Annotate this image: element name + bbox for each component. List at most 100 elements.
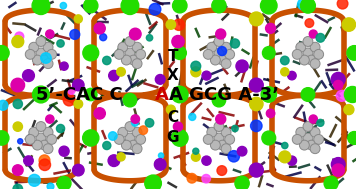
Circle shape xyxy=(173,19,184,30)
Circle shape xyxy=(32,0,50,15)
Circle shape xyxy=(29,42,39,52)
Circle shape xyxy=(210,55,220,65)
Circle shape xyxy=(59,146,69,156)
Circle shape xyxy=(216,114,226,124)
Circle shape xyxy=(108,155,120,167)
Circle shape xyxy=(310,59,320,69)
Circle shape xyxy=(266,23,276,33)
Circle shape xyxy=(331,72,345,86)
Circle shape xyxy=(15,32,24,41)
Circle shape xyxy=(305,19,314,27)
Circle shape xyxy=(336,90,347,101)
Circle shape xyxy=(47,134,57,144)
Circle shape xyxy=(155,74,165,84)
Circle shape xyxy=(324,176,338,189)
Circle shape xyxy=(73,164,84,176)
Circle shape xyxy=(103,142,111,149)
Circle shape xyxy=(348,132,356,144)
Circle shape xyxy=(261,87,277,102)
Circle shape xyxy=(32,140,42,150)
Circle shape xyxy=(298,0,309,10)
Circle shape xyxy=(40,140,49,150)
Circle shape xyxy=(36,133,46,143)
Circle shape xyxy=(130,28,141,40)
Circle shape xyxy=(214,122,224,132)
Circle shape xyxy=(12,36,24,47)
Circle shape xyxy=(331,158,345,171)
Circle shape xyxy=(214,133,224,143)
Circle shape xyxy=(57,40,64,47)
Circle shape xyxy=(85,88,97,101)
Circle shape xyxy=(47,49,57,59)
Circle shape xyxy=(22,70,35,81)
Text: A: A xyxy=(155,85,169,104)
Text: G: G xyxy=(166,130,179,146)
Circle shape xyxy=(46,30,54,38)
Circle shape xyxy=(83,130,99,146)
Circle shape xyxy=(310,144,320,154)
Circle shape xyxy=(118,42,128,52)
Circle shape xyxy=(191,61,201,71)
Circle shape xyxy=(316,33,325,42)
Text: X: X xyxy=(167,68,179,83)
Circle shape xyxy=(216,29,226,39)
Circle shape xyxy=(334,81,343,90)
Circle shape xyxy=(114,134,124,144)
Circle shape xyxy=(43,59,53,69)
Circle shape xyxy=(309,115,317,123)
Circle shape xyxy=(145,175,161,189)
Circle shape xyxy=(74,15,82,23)
Circle shape xyxy=(218,55,227,65)
Circle shape xyxy=(210,140,220,150)
Circle shape xyxy=(39,155,50,166)
Circle shape xyxy=(214,36,224,46)
Circle shape xyxy=(193,148,199,154)
Circle shape xyxy=(214,48,224,58)
Circle shape xyxy=(303,122,313,132)
Circle shape xyxy=(292,134,302,144)
Circle shape xyxy=(60,2,67,9)
Circle shape xyxy=(235,176,249,189)
Circle shape xyxy=(191,67,201,77)
Circle shape xyxy=(332,164,344,176)
Circle shape xyxy=(68,87,75,94)
Circle shape xyxy=(12,165,23,175)
Circle shape xyxy=(84,0,98,13)
Circle shape xyxy=(281,68,289,76)
Circle shape xyxy=(56,124,65,133)
Circle shape xyxy=(25,134,35,144)
Circle shape xyxy=(307,140,316,150)
Circle shape xyxy=(173,46,186,60)
Circle shape xyxy=(43,42,53,52)
Circle shape xyxy=(292,49,302,59)
Circle shape xyxy=(13,122,22,131)
Circle shape xyxy=(314,134,324,144)
Circle shape xyxy=(189,113,196,120)
Circle shape xyxy=(63,94,75,106)
Circle shape xyxy=(228,151,240,162)
Circle shape xyxy=(109,132,117,140)
Circle shape xyxy=(187,174,197,183)
Circle shape xyxy=(299,55,309,65)
Circle shape xyxy=(221,127,231,137)
Circle shape xyxy=(166,20,176,29)
Circle shape xyxy=(212,0,226,13)
Circle shape xyxy=(36,122,46,132)
Circle shape xyxy=(300,0,315,13)
Circle shape xyxy=(347,46,356,60)
Circle shape xyxy=(43,127,53,137)
Circle shape xyxy=(309,30,317,38)
Circle shape xyxy=(314,49,324,59)
Circle shape xyxy=(83,45,99,61)
Circle shape xyxy=(25,49,35,59)
Circle shape xyxy=(36,48,46,58)
Circle shape xyxy=(39,159,51,170)
Circle shape xyxy=(225,134,235,144)
Circle shape xyxy=(136,49,146,59)
Circle shape xyxy=(146,35,153,41)
Circle shape xyxy=(28,174,40,186)
Circle shape xyxy=(0,131,9,145)
Circle shape xyxy=(172,36,184,48)
Circle shape xyxy=(43,144,53,154)
Circle shape xyxy=(221,59,231,69)
